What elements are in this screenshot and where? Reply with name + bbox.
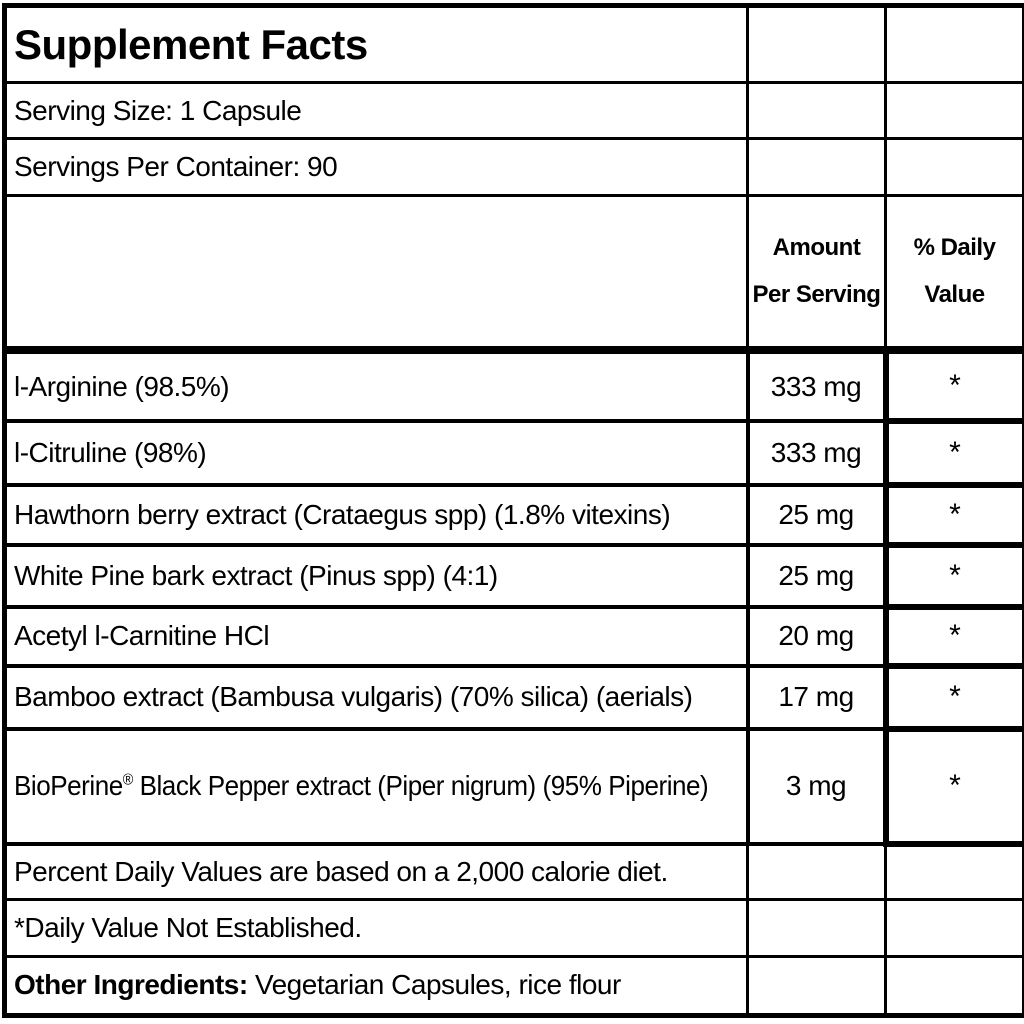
ingredient-row-white-pine: White Pine bark extract (Pinus spp) (4:1… xyxy=(2,541,1024,610)
serving-size-cell: Serving Size: 1 Capsule xyxy=(3,81,749,141)
not-established-footnote-cell: *Daily Value Not Established. xyxy=(3,897,749,958)
ingredient-row-bamboo: Bamboo extract (Bambusa vulgaris) (70% s… xyxy=(2,662,1024,732)
ingredient-name: l-Arginine (98.5%) xyxy=(14,370,230,402)
empty-cell xyxy=(746,81,887,141)
ingredient-amount: 333 mg xyxy=(745,348,888,424)
column-header-row: Amount Per Serving % Daily Value xyxy=(3,194,1024,355)
empty-cell xyxy=(884,897,1024,958)
percent-dv-footnote-row: Percent Daily Values are based on a 2,00… xyxy=(3,842,1024,901)
title-cell: Supplement Facts xyxy=(3,3,749,85)
empty-cell xyxy=(884,137,1024,198)
page-title: Supplement Facts xyxy=(14,20,368,68)
ingredient-row-hawthorn: Hawthorn berry extract (Crataegus spp) (… xyxy=(2,482,1024,548)
ingredient-name-cell: White Pine bark extract (Pinus spp) (4:1… xyxy=(2,542,750,609)
empty-cell xyxy=(746,3,887,85)
ingredient-name-cell: Acetyl l-Carnitine HCl xyxy=(2,604,750,668)
servings-per-container-cell: Servings Per Container: 90 xyxy=(3,137,749,198)
percent-dv-footnote-cell: Percent Daily Values are based on a 2,00… xyxy=(3,842,749,901)
ingredient-name: Acetyl l-Carnitine HCl xyxy=(14,620,270,652)
ingredient-name-cell: Hawthorn berry extract (Crataegus spp) (… xyxy=(2,483,750,547)
other-ingredients-row: Other Ingredients: Vegetarian Capsules, … xyxy=(3,954,1024,1018)
serving-size-row: Serving Size: 1 Capsule xyxy=(3,81,1024,141)
serving-size-text: Serving Size: 1 Capsule xyxy=(14,94,302,126)
ingredient-name: Hawthorn berry extract (Crataegus spp) (… xyxy=(14,498,671,530)
ingredient-name-cell: Bamboo extract (Bambusa vulgaris) (70% s… xyxy=(2,663,750,731)
daily-value-header: % Daily Value xyxy=(884,194,1024,355)
empty-cell xyxy=(746,954,887,1018)
amount-header-line1: Amount xyxy=(772,233,861,261)
amount-per-serving-header: Amount Per Serving xyxy=(746,194,887,355)
empty-cell xyxy=(3,194,749,355)
other-ingredients-cell: Other Ingredients: Vegetarian Capsules, … xyxy=(3,954,749,1018)
ingredient-amount: 333 mg xyxy=(745,419,888,488)
empty-cell xyxy=(884,954,1024,1018)
ingredient-amount: 25 mg xyxy=(745,542,888,609)
ingredient-amount: 20 mg xyxy=(745,604,888,668)
ingredient-name-cell: BioPerine® Black Pepper extract (Piper n… xyxy=(2,726,750,847)
empty-cell xyxy=(884,81,1024,141)
ingredient-row-arginine: l-Arginine (98.5%) 333 mg * xyxy=(2,347,1024,425)
empty-cell xyxy=(746,897,887,958)
dv-header-line1: % Daily xyxy=(913,233,996,261)
empty-cell xyxy=(884,842,1024,901)
ingredient-name: Bamboo extract (Bambusa vulgaris) (70% s… xyxy=(14,681,693,713)
ingredient-row-bioperine: BioPerine® Black Pepper extract (Piper n… xyxy=(2,725,1024,848)
ingredient-daily-value: * xyxy=(882,662,1024,732)
amount-header-line2: Per Serving xyxy=(752,280,881,308)
servings-per-container-text: Servings Per Container: 90 xyxy=(14,151,338,183)
ingredient-daily-value: * xyxy=(882,347,1024,425)
ingredient-row-citruline: l-Citruline (98%) 333 mg * xyxy=(2,418,1024,489)
ingredient-daily-value: * xyxy=(882,603,1024,669)
dv-header-line2: Value xyxy=(924,280,985,308)
registered-trademark-symbol: ® xyxy=(122,772,134,790)
ingredient-amount: 25 mg xyxy=(745,483,888,547)
empty-cell xyxy=(884,3,1024,85)
ingredient-name: White Pine bark extract (Pinus spp) (4:1… xyxy=(14,559,498,591)
title-row: Supplement Facts xyxy=(3,3,1024,85)
supplement-facts-table: Supplement Facts Serving Size: 1 Capsule… xyxy=(2,3,1024,1018)
percent-dv-footnote: Percent Daily Values are based on a 2,00… xyxy=(14,855,668,887)
ingredient-daily-value: * xyxy=(882,482,1024,548)
ingredient-amount: 17 mg xyxy=(745,663,888,731)
not-established-footnote-row: *Daily Value Not Established. xyxy=(3,897,1024,958)
ingredient-daily-value: * xyxy=(882,418,1024,489)
ingredient-row-acetyl-carnitine: Acetyl l-Carnitine HCl 20 mg * xyxy=(2,603,1024,669)
ingredient-name-cell: l-Citruline (98%) xyxy=(2,419,750,488)
servings-per-container-row: Servings Per Container: 90 xyxy=(3,137,1024,198)
ingredient-name-cell: l-Arginine (98.5%) xyxy=(2,348,750,424)
other-ingredients-value: Vegetarian Capsules, rice flour xyxy=(247,969,621,1001)
not-established-footnote: *Daily Value Not Established. xyxy=(14,911,362,943)
ingredient-name: l-Citruline (98%) xyxy=(14,437,207,469)
ingredient-amount: 3 mg xyxy=(745,726,888,847)
ingredient-daily-value: * xyxy=(882,725,1024,848)
empty-cell xyxy=(746,842,887,901)
ingredient-name: BioPerine® Black Pepper extract (Piper n… xyxy=(14,770,709,802)
ingredient-daily-value: * xyxy=(882,541,1024,610)
empty-cell xyxy=(746,137,887,198)
other-ingredients-label: Other Ingredients: xyxy=(14,969,248,1001)
